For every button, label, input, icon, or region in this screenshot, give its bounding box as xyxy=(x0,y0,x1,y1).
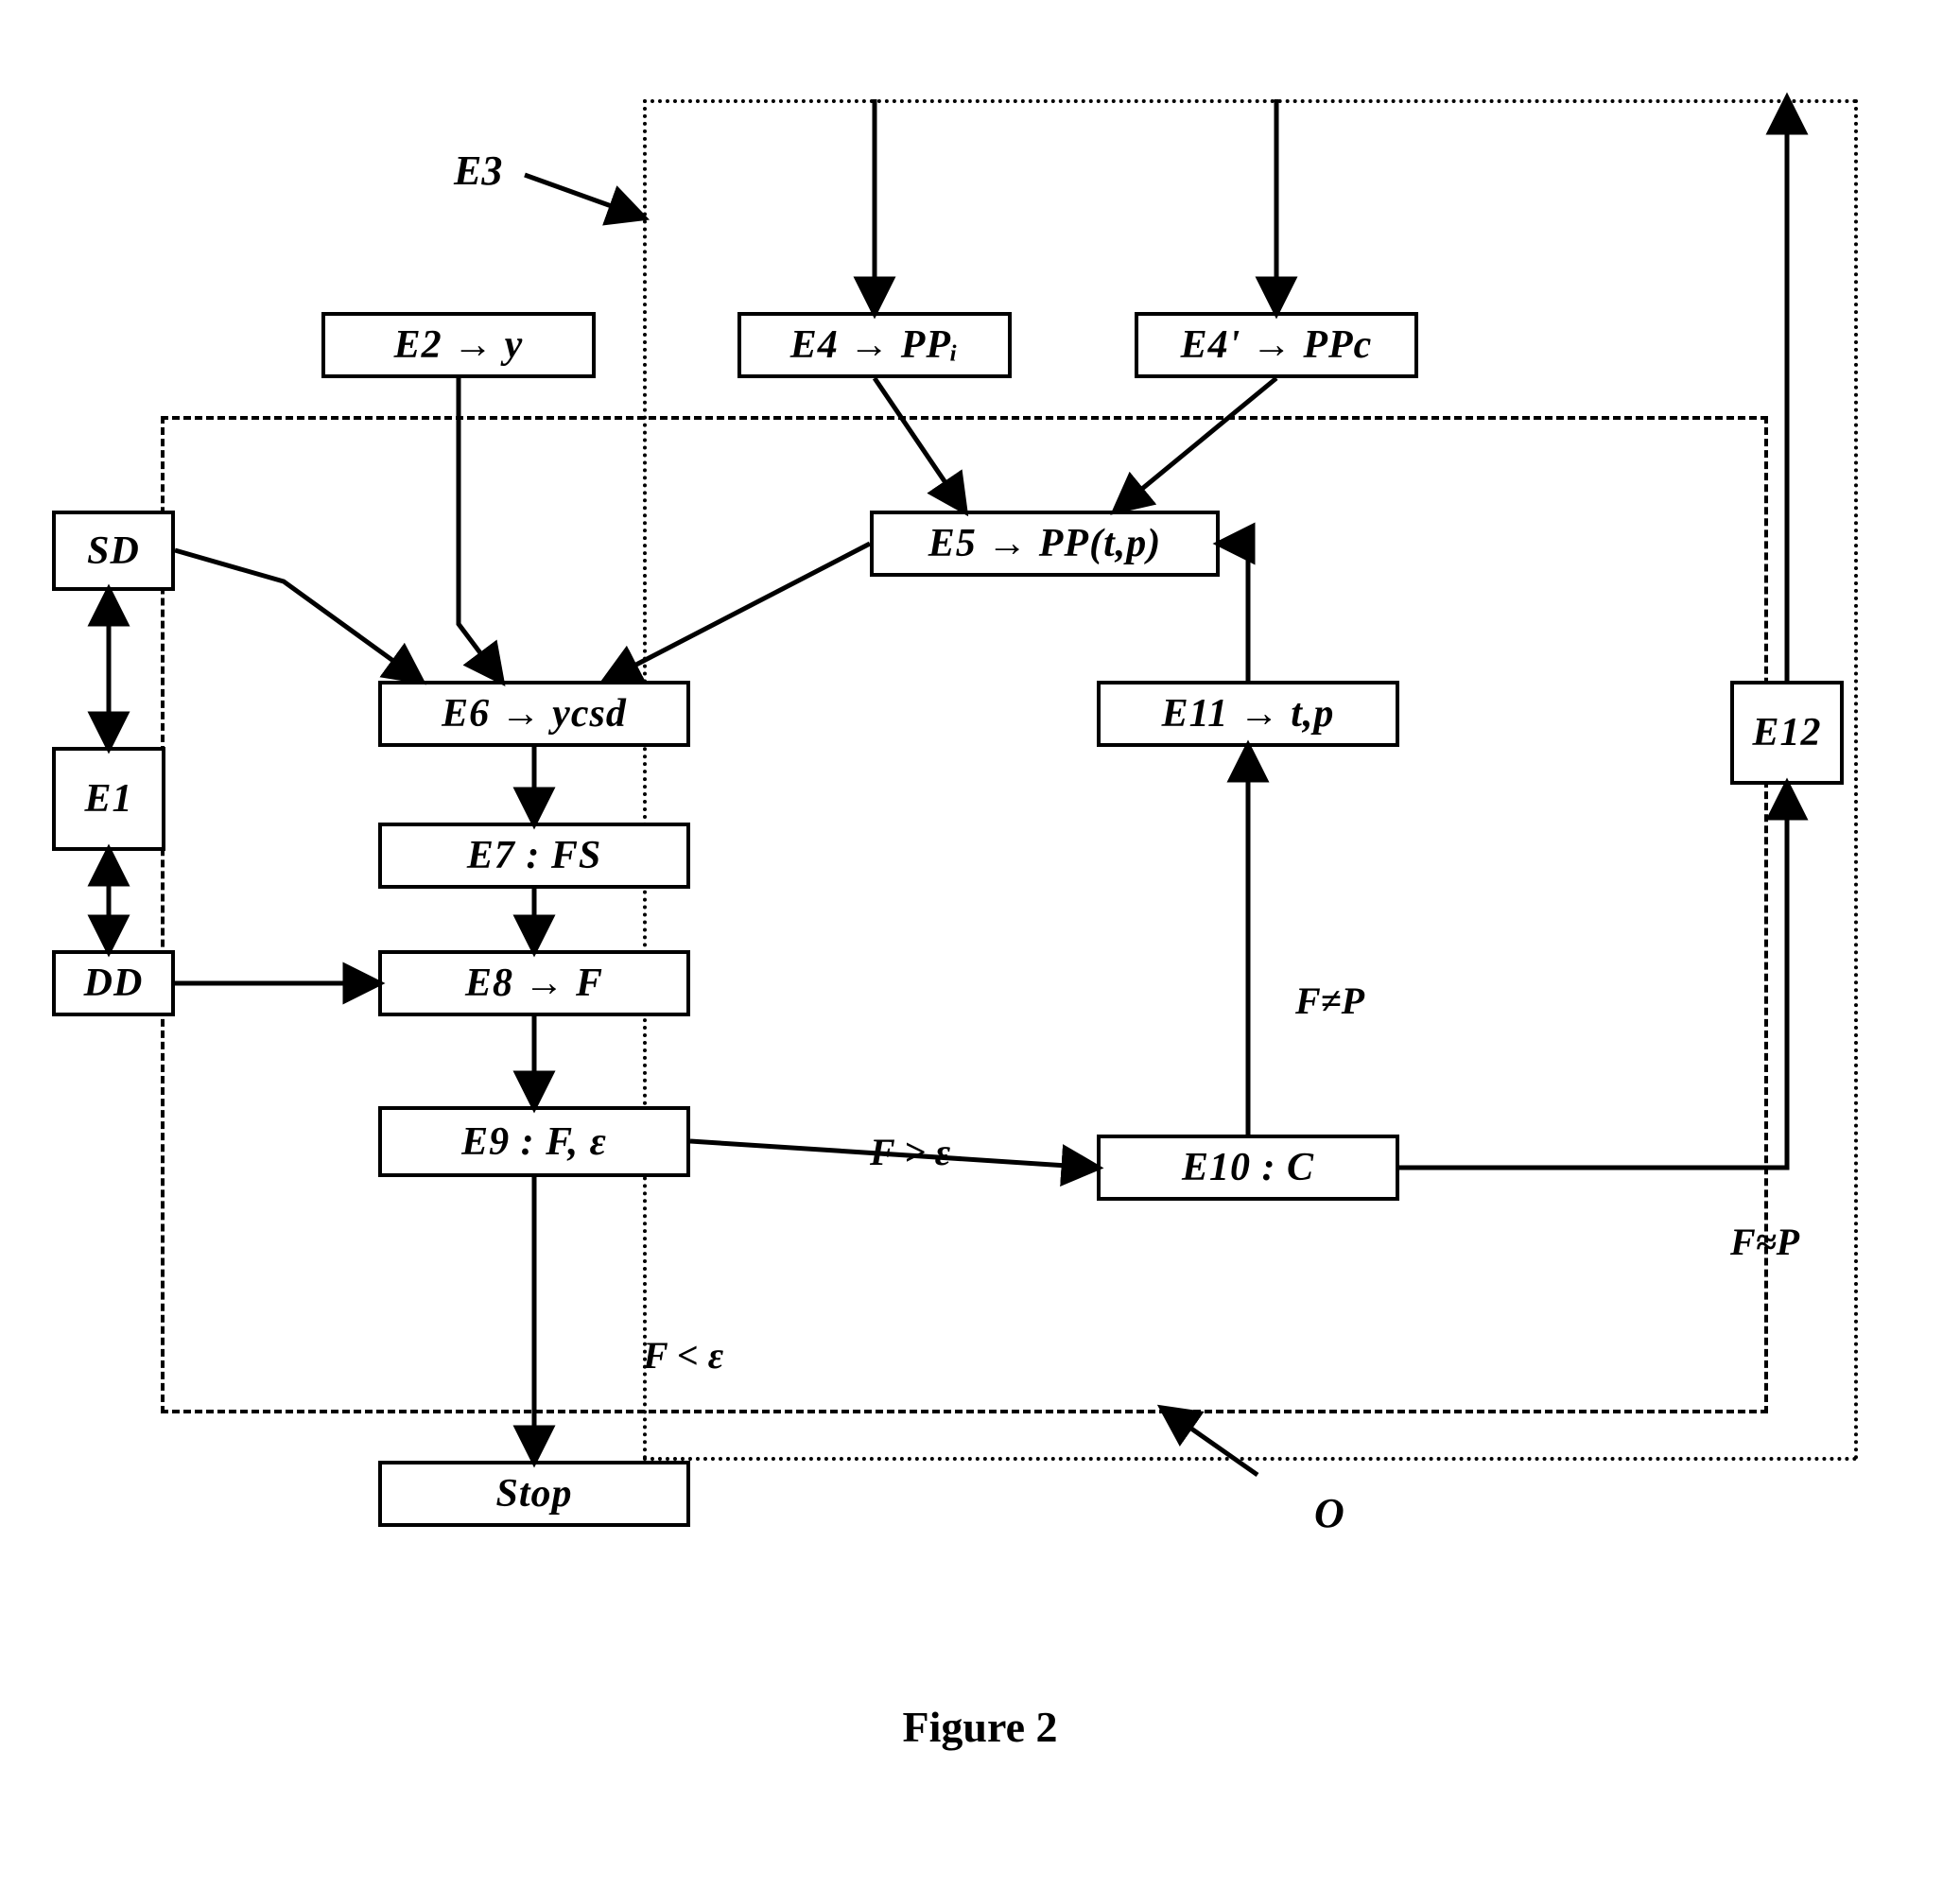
node-stop-label: Stop xyxy=(495,1471,572,1516)
node-e12-label: E12 xyxy=(1752,710,1821,755)
node-sd: SD xyxy=(52,511,175,591)
frame-label-e3: E3 xyxy=(454,147,502,195)
flowchart-stage: E2 → y E4 → PPᵢ E4' → PPc SD E5 → PP(t,p… xyxy=(0,0,1960,1889)
node-e8-label: E8 → F xyxy=(465,961,603,1006)
node-e4p: E4' → PPc xyxy=(1135,312,1418,378)
node-e7-label: E7 : FS xyxy=(467,833,601,878)
node-e11: E11 → t,p xyxy=(1097,681,1399,747)
edge-label-f-approx-p: F≈P xyxy=(1730,1220,1799,1264)
node-e11-label: E11 → t,p xyxy=(1162,691,1335,737)
frame-label-o: O xyxy=(1314,1489,1344,1537)
figure-caption: Figure 2 xyxy=(0,1702,1960,1752)
node-sd-label: SD xyxy=(87,529,140,574)
node-dd: DD xyxy=(52,950,175,1016)
node-e1: E1 xyxy=(52,747,165,851)
node-e4-label: E4 → PPᵢ xyxy=(790,322,959,368)
node-e6: E6 → ycsd xyxy=(378,681,690,747)
node-e5-label: E5 → PP(t,p) xyxy=(928,521,1161,566)
node-stop: Stop xyxy=(378,1461,690,1527)
node-e2: E2 → y xyxy=(321,312,596,378)
node-e10: E10 : C xyxy=(1097,1135,1399,1201)
edge-label-f-gt-eps: F > ε xyxy=(870,1130,950,1174)
node-e8: E8 → F xyxy=(378,950,690,1016)
node-dd-label: DD xyxy=(84,961,144,1006)
edge-label-f-lt-eps: F < ε xyxy=(643,1333,723,1378)
node-e10-label: E10 : C xyxy=(1182,1145,1314,1190)
node-e4: E4 → PPᵢ xyxy=(737,312,1012,378)
node-e1-label: E1 xyxy=(84,776,132,822)
node-e2-label: E2 → y xyxy=(394,322,524,368)
node-e4p-label: E4' → PPc xyxy=(1181,322,1373,368)
node-e6-label: E6 → ycsd xyxy=(442,691,627,737)
node-e12: E12 xyxy=(1730,681,1844,785)
node-e9-label: E9 : F, ε xyxy=(461,1119,607,1165)
node-e7: E7 : FS xyxy=(378,823,690,889)
node-e9: E9 : F, ε xyxy=(378,1106,690,1177)
node-e5: E5 → PP(t,p) xyxy=(870,511,1220,577)
edge-label-f-ne-p: F≠P xyxy=(1295,979,1364,1023)
